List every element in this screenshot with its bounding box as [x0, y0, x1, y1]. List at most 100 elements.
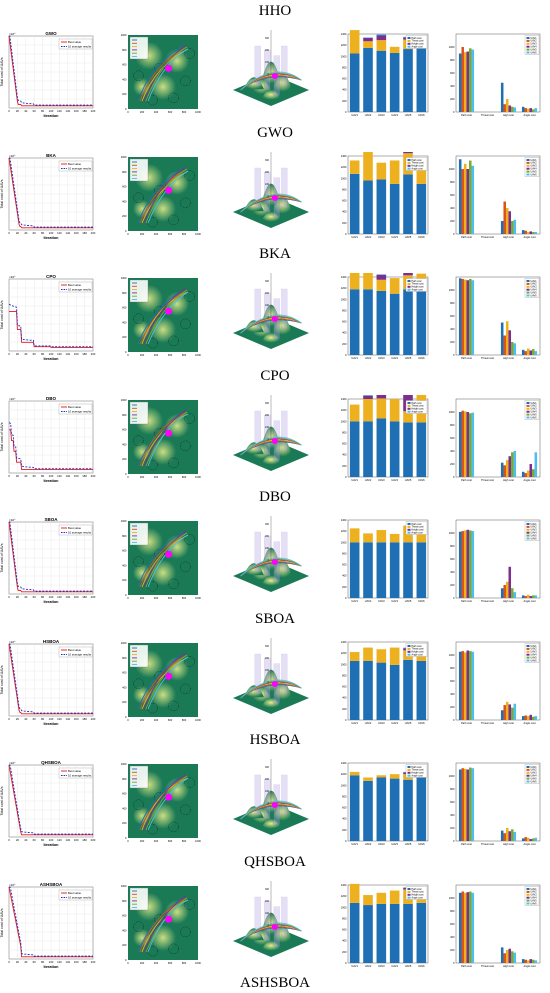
z-tick: 0 — [268, 559, 270, 562]
legend-label: UAV1 — [531, 766, 538, 769]
x-tick-label: Angle cost — [523, 964, 535, 968]
z-tick: 100 — [265, 426, 270, 429]
grouped-bar — [513, 703, 517, 720]
legend-best: Best value — [68, 405, 82, 409]
threat-circle — [154, 63, 165, 74]
grouped-bar — [526, 715, 530, 720]
legend-box — [58, 767, 93, 779]
legend-swatch — [407, 164, 411, 167]
x-tick-label: 100 — [49, 352, 54, 356]
threat-circle — [147, 945, 158, 956]
terrain-peak — [272, 924, 293, 943]
grouped-cost-chart: 0 200 400 600 800 1000 Path cost Threat cost Hig… — [449, 33, 541, 117]
legend-avg: 10 average results — [68, 288, 92, 292]
terrain-peak — [272, 802, 293, 821]
legend-swatch — [526, 647, 530, 650]
legend-label: UAV3 — [531, 650, 538, 653]
grouped-bar — [534, 231, 538, 234]
legend-swatch — [526, 766, 530, 768]
x-tick-label: 140 — [65, 595, 70, 599]
grouped-bar — [463, 279, 467, 355]
grouped-bar — [526, 594, 530, 598]
stacked-bar-segment — [389, 159, 400, 184]
x-axis-label: Iteration — [44, 722, 60, 726]
grouped-bar — [532, 716, 535, 720]
y-tick-label: 200 — [450, 219, 455, 223]
y-tick-label: 200 — [450, 462, 455, 466]
x-tick-label: 40 — [24, 109, 28, 113]
legend-label: Angle cost — [412, 167, 423, 170]
threat-circle — [180, 75, 191, 87]
grouped-bar — [466, 51, 470, 112]
legend-swatch — [407, 37, 411, 39]
grouped-bar — [534, 595, 538, 598]
legend-swatch — [407, 282, 411, 285]
threat-circle — [184, 898, 195, 910]
x-tick-label: 80 — [41, 474, 45, 478]
stacked-bar-segment — [389, 278, 400, 294]
convergence-chart: QHSBOA ×10⁴ Total cost of UAVs Iteration 0 20… — [0, 760, 96, 847]
chart-title: QHSBOA — [41, 760, 62, 765]
legend-label: UAV6 — [531, 537, 538, 540]
y-tick-label: 200 — [450, 826, 455, 830]
legend-label: UAV4 — [531, 653, 538, 656]
threat-circle — [133, 434, 144, 446]
stacked-bar-segment — [389, 890, 400, 904]
y-axis-label: Total cost of UAVs — [0, 179, 4, 208]
map-y-tick: 800 — [122, 534, 127, 538]
chart-title: DBO — [46, 396, 56, 401]
grouped-cost-chart: 0 200 400 600 800 1000 Path cost Threat cost Hig… — [449, 155, 541, 239]
map-x-tick: 400 — [154, 596, 159, 600]
uav-path-3d-chart: 0100200300400 — [233, 30, 309, 106]
y-tick-label: 1200 — [341, 165, 347, 169]
threat-circle — [184, 291, 195, 302]
x-tick-label: Threat cost — [481, 113, 494, 117]
uav-path — [139, 411, 188, 466]
chart-row: QHSBOA ×10⁴ Total cost of UAVs Iteration 0 20… — [0, 759, 550, 871]
grouped-bar — [503, 464, 506, 477]
x-tick-label: 180 — [82, 717, 87, 721]
threat-circle — [184, 169, 195, 181]
legend-box — [58, 160, 93, 171]
grouped-bar — [521, 471, 525, 477]
x-tick-label: 20 — [16, 352, 20, 356]
threat-circle — [168, 335, 179, 347]
grouped-cost-chart: 0 200 400 600 800 1000 Path cost Threat cost Hig… — [449, 641, 541, 725]
legend-label: Angle cost — [412, 410, 423, 413]
best-value-line — [8, 35, 93, 107]
row-title: DBO — [259, 489, 291, 505]
grouped-bar — [524, 714, 527, 720]
stacked-bar-segment — [363, 37, 373, 38]
stacked-bar-segment — [376, 777, 387, 841]
x-tick-label: High cost — [503, 964, 514, 968]
stacked-bar-segment — [403, 273, 413, 276]
threat-circle — [147, 823, 158, 835]
x-tick-label: Path cost — [461, 599, 472, 603]
uav-path-3d-chart: 0100200300400 — [233, 516, 309, 592]
uav-path — [139, 897, 188, 952]
x-tick-label: 20 — [16, 474, 20, 478]
grouped-bar — [524, 230, 527, 234]
y-tick-label: 1000 — [341, 783, 347, 787]
x-tick-label: 120 — [57, 717, 62, 721]
grouped-bar — [463, 52, 467, 112]
grouped-bar — [458, 158, 462, 234]
legend-swatch — [526, 893, 530, 896]
stacked-bar-segment — [349, 542, 360, 598]
grouped-bar — [526, 470, 530, 477]
terrain-peak — [272, 438, 293, 457]
legend-swatch — [526, 650, 530, 653]
legend-swatch — [407, 407, 411, 410]
x-tick-label: Path cost — [461, 113, 472, 117]
x-tick-label: High cost — [503, 113, 514, 117]
legend-label: Height cost — [412, 772, 424, 775]
target-marker — [271, 73, 278, 79]
x-tick-label: UAV3 — [378, 964, 385, 968]
x-axis-label: Iteration — [44, 600, 60, 604]
x-tick-label: 0 — [8, 231, 10, 235]
map-x-tick: 800 — [182, 596, 187, 600]
x-tick-label: Threat cost — [481, 356, 494, 360]
x-tick-label: Angle cost — [523, 356, 535, 360]
stacked-bar-segment — [416, 776, 427, 841]
y-tick-label: 800 — [450, 423, 455, 427]
